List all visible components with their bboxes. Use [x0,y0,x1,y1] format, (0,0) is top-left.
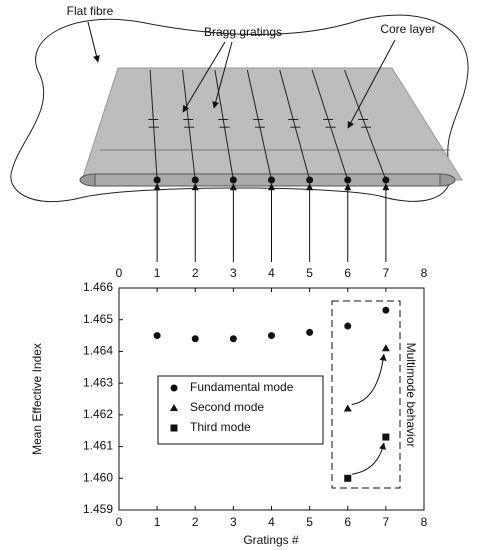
legend-marker [171,385,178,392]
grating-dot [154,177,161,184]
multimode-box [332,301,400,488]
legend-label: Second mode [190,400,264,414]
y-tick-label: 1.461 [83,439,113,453]
label-arrow [88,22,98,62]
y-tick-label: 1.460 [83,470,113,484]
core-layer [82,68,462,180]
figure: Flat fibre Bragg gratings Core layer Mul… [0,0,478,550]
point [230,335,237,342]
x-tick-label: 0 [116,515,123,529]
point [154,332,161,339]
x-tick-label: 7 [383,515,390,529]
x-tick-label: 8 [421,515,428,529]
grating-dot [230,177,237,184]
x-top-tick-label: 4 [268,266,275,280]
x-tick-label: 5 [306,515,313,529]
trend-arrow [352,443,384,474]
x-top-tick-label: 8 [421,266,428,280]
legend-label: Fundamental mode [190,380,294,394]
point [192,335,199,342]
x-top-tick-label: 6 [344,266,351,280]
diagram-label: Bragg gratings [204,25,282,39]
annotation: Multimode behavior [404,343,418,448]
legend-marker [171,425,178,432]
legend-label: Third mode [190,420,251,434]
x-tick-label: 4 [268,515,275,529]
diagram-label: Core layer [380,22,435,36]
grating-dot [382,177,389,184]
y-tick-label: 1.466 [83,280,113,294]
fibre-diagram [11,15,468,202]
x-top-tick-label: 0 [116,266,123,280]
x-top-tick-label: 1 [154,266,161,280]
point [306,329,313,336]
grating-dot [344,177,351,184]
x-top-tick-label: 5 [306,266,313,280]
grating-dot [268,177,275,184]
point [344,475,351,482]
x-top-tick-label: 2 [192,266,199,280]
y-axis-label: Mean Effective Index [30,343,44,455]
x-tick-label: 6 [344,515,351,529]
point [344,323,351,330]
grating-dot [306,177,313,184]
x-top-tick-label: 3 [230,266,237,280]
x-tick-label: 3 [230,515,237,529]
point [382,434,389,441]
x-tick-label: 1 [154,515,161,529]
trend-arrow [352,354,384,404]
point [382,344,390,351]
x-axis-label: Gratings # [243,533,299,547]
x-tick-label: 2 [192,515,199,529]
x-top-tick-label: 7 [383,266,390,280]
y-tick-label: 1.465 [83,312,113,326]
y-tick-label: 1.462 [83,407,113,421]
diagram-label: Flat fibre [67,4,114,18]
y-tick-label: 1.463 [83,375,113,389]
point [344,405,352,412]
y-tick-label: 1.459 [83,502,113,516]
point [382,307,389,314]
y-tick-label: 1.464 [83,344,113,358]
point [268,332,275,339]
grating-dot [192,177,199,184]
